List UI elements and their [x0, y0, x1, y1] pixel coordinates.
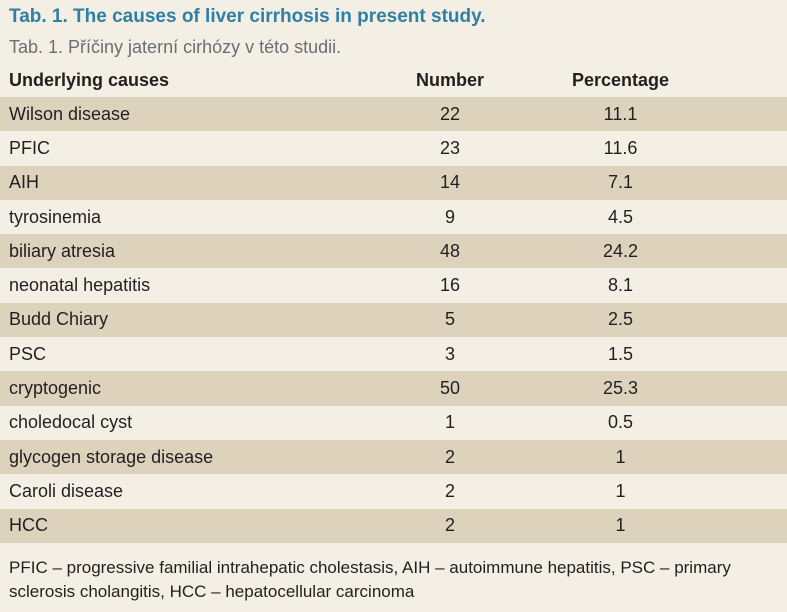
column-header: Underlying causes [9, 69, 170, 90]
percentage-cell: 1.5 [607, 343, 634, 364]
causes-table: Underlying causes Number Percentage Wils… [0, 63, 787, 543]
cause-cell: biliary atresia [9, 240, 116, 261]
table-row: cryptogenic 50 25.3 [0, 371, 787, 406]
number-cell: 3 [444, 343, 455, 364]
cause-cell: PFIC [9, 137, 51, 158]
number-cell: 9 [444, 206, 455, 227]
number-cell: 2 [444, 480, 455, 501]
cause-cell: cryptogenic [9, 378, 102, 399]
percentage-cell: 25.3 [602, 378, 639, 399]
table-row: Caroli disease 2 1 [0, 474, 787, 508]
table-row: HCC 2 1 [0, 508, 787, 543]
number-cell: 50 [439, 378, 461, 399]
cause-cell: choledocal cyst [9, 412, 133, 433]
table-row: Budd Chiary 5 2.5 [0, 302, 787, 338]
number-cell: 48 [439, 240, 461, 261]
number-cell: 5 [444, 309, 455, 330]
table-body: Wilson disease 22 11.1 PFIC 23 11.6 AIH 14 7.1 ty… [0, 97, 787, 543]
cause-cell: AIH [9, 172, 40, 193]
percentage-cell: 1 [615, 446, 626, 467]
cause-cell: tyrosinemia [9, 206, 102, 227]
cause-cell: HCC [9, 515, 48, 536]
cause-cell: neonatal hepatitis [9, 275, 151, 296]
percentage-cell: 24.2 [602, 240, 639, 261]
number-cell: 23 [439, 137, 461, 158]
table-title: Tab. 1. The causes of liver cirrhosis in… [9, 6, 486, 27]
cause-cell: PSC [9, 343, 47, 364]
percentage-cell: 1 [615, 515, 626, 536]
number-cell: 22 [439, 103, 461, 124]
table-row: neonatal hepatitis 16 8.1 [0, 268, 787, 302]
percentage-cell: 0.5 [607, 412, 634, 433]
percentage-cell: 4.5 [607, 206, 634, 227]
table-row: AIH 14 7.1 [0, 165, 787, 200]
number-cell: 2 [444, 446, 455, 467]
number-cell: 14 [439, 172, 461, 193]
cause-cell: glycogen storage disease [9, 446, 214, 467]
percentage-cell: 11.6 [603, 137, 638, 158]
number-cell: 2 [444, 515, 455, 536]
table-row: PSC 3 1.5 [0, 337, 787, 371]
table-footnote: PFIC – progressive familial intrahepatic… [9, 558, 731, 601]
table-row: choledocal cyst 1 0.5 [0, 406, 787, 440]
table-subtitle: Tab. 1. Příčiny jaterní cirhózy v této s… [9, 37, 342, 57]
cause-cell: Budd Chiary [9, 309, 109, 330]
percentage-cell: 2.5 [607, 309, 634, 330]
table-row: Wilson disease 22 11.1 [0, 97, 787, 132]
table-row: glycogen storage disease 2 1 [0, 439, 787, 475]
table-row: tyrosinemia 9 4.5 [0, 200, 787, 234]
cause-cell: Caroli disease [9, 480, 124, 501]
percentage-cell: 11.1 [603, 103, 638, 124]
cause-cell: Wilson disease [9, 103, 131, 124]
number-cell: 16 [439, 275, 461, 296]
percentage-cell: 8.1 [607, 275, 634, 296]
number-cell: 1 [444, 412, 455, 433]
table-row: PFIC 23 11.6 [0, 131, 787, 165]
column-header: Percentage [571, 69, 670, 90]
table-header-row: Underlying causes Number Percentage [0, 63, 787, 97]
percentage-cell: 1 [615, 480, 626, 501]
column-header: Number [415, 69, 484, 90]
percentage-cell: 7.1 [607, 172, 634, 193]
table-row: biliary atresia 48 24.2 [0, 234, 787, 269]
